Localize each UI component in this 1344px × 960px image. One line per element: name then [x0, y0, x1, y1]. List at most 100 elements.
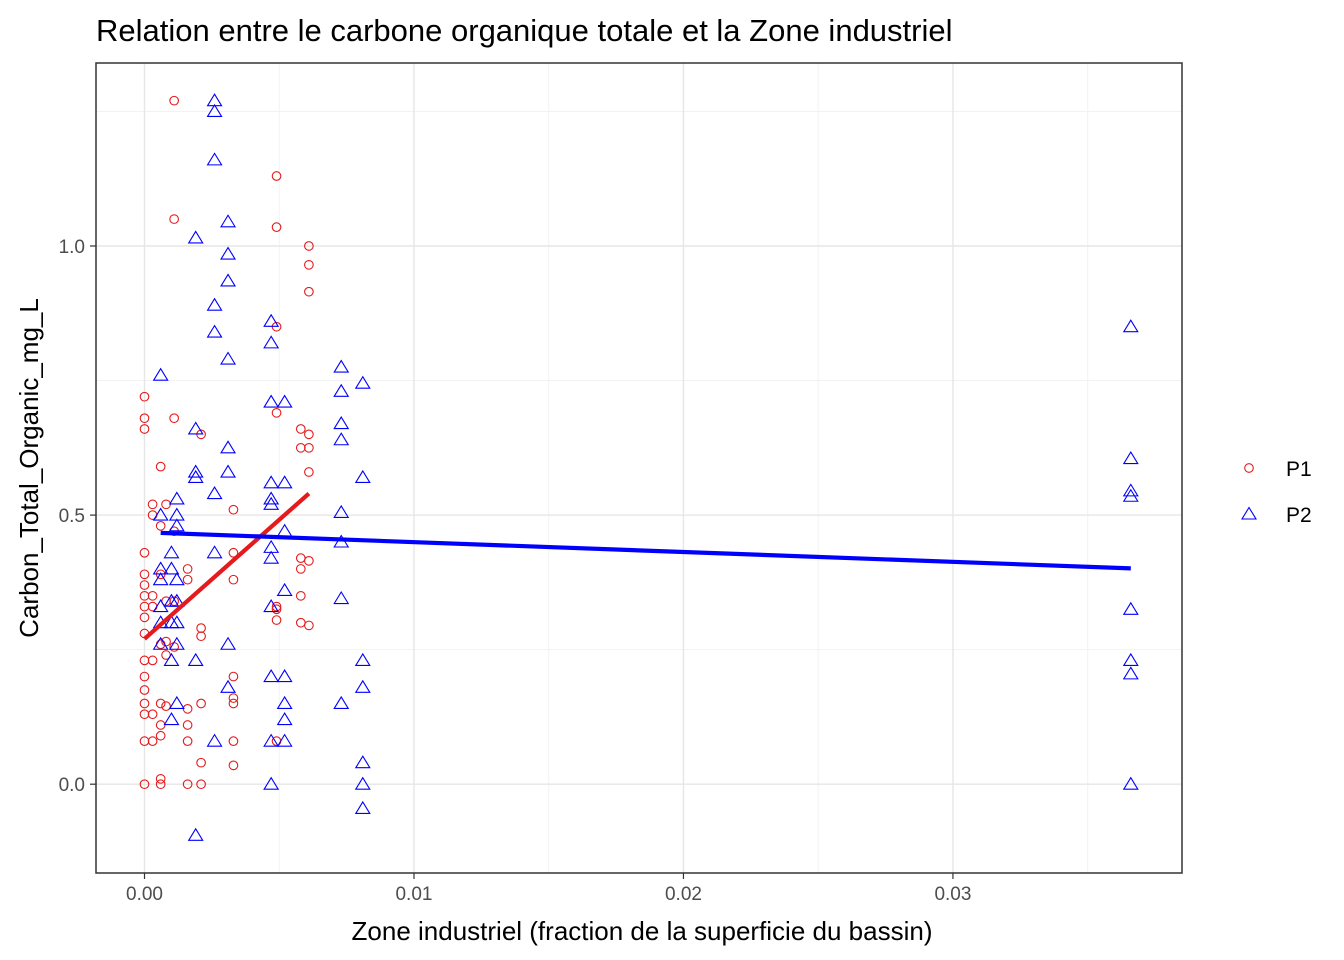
- legend-label-p2: P2: [1286, 504, 1312, 527]
- data-point-p2: [152, 367, 169, 381]
- data-point-p2: [187, 421, 204, 435]
- x-axis: 0.00 0.01 0.02 0.03: [126, 873, 971, 905]
- data-point-p1: [139, 671, 150, 682]
- data-point-p2: [1122, 319, 1139, 333]
- data-point-p2: [1122, 652, 1139, 666]
- data-point-p1: [139, 612, 150, 623]
- x-tick-label: 0.01: [395, 884, 432, 905]
- data-point-p2: [152, 572, 169, 586]
- data-point-p2: [1122, 601, 1139, 615]
- data-point-p1: [147, 590, 158, 601]
- data-point-p2: [187, 469, 204, 483]
- data-point-p2: [276, 394, 293, 408]
- data-point-p2: [187, 652, 204, 666]
- data-point-p1: [161, 701, 171, 712]
- data-point-p1: [155, 779, 166, 790]
- trend-line-p1: [143, 491, 311, 641]
- y-axis-title: Carbon_Total_Organic_mg_L: [14, 298, 44, 638]
- data-point-p2: [168, 572, 185, 586]
- trend-line-p2: [160, 530, 1131, 571]
- data-point-p2: [168, 491, 185, 505]
- data-point-p2: [263, 496, 280, 510]
- data-point-p1: [295, 442, 306, 453]
- data-point-p2: [1122, 488, 1139, 502]
- data-point-p2: [187, 827, 204, 841]
- data-point-p1: [228, 671, 239, 682]
- data-point-p2: [263, 599, 280, 613]
- data-point-p2: [220, 246, 237, 260]
- data-point-p2: [1122, 666, 1139, 680]
- data-point-p2: [187, 230, 204, 244]
- legend: P1 P2: [1241, 458, 1312, 527]
- data-point-p1: [182, 779, 193, 790]
- data-point-p1: [169, 95, 179, 106]
- data-point-p2: [206, 324, 223, 338]
- data-point-p1: [295, 617, 306, 628]
- data-point-p1: [139, 779, 150, 790]
- data-point-p2: [263, 335, 280, 349]
- data-point-p2: [163, 561, 180, 575]
- data-point-p1: [147, 499, 158, 510]
- data-point-p1: [304, 555, 314, 566]
- data-point-p2: [206, 152, 223, 166]
- data-point-p1: [169, 214, 179, 224]
- data-point-p2: [276, 475, 293, 489]
- series-p1: [139, 95, 314, 790]
- data-point-p2: [333, 504, 350, 518]
- data-point-p1: [295, 590, 306, 601]
- data-point-p1: [155, 639, 166, 650]
- data-point-p2: [220, 636, 237, 650]
- data-point-p2: [276, 695, 293, 710]
- data-point-p1: [271, 407, 282, 418]
- data-point-p2: [206, 297, 223, 311]
- y-axis: 0.0 0.5 1.0: [59, 237, 96, 796]
- x-axis-title: Zone industriel (fraction de la superfic…: [352, 916, 933, 946]
- data-point-p1: [271, 601, 282, 612]
- data-point-p2: [187, 464, 204, 478]
- data-point-p2: [163, 652, 180, 666]
- data-point-p1: [139, 424, 150, 434]
- data-point-p1: [304, 429, 314, 440]
- data-point-p1: [271, 604, 282, 615]
- data-point-p2: [152, 507, 169, 521]
- legend-item-p1: P1: [1244, 458, 1312, 481]
- grid-minor: [96, 63, 1182, 873]
- data-point-p2: [333, 416, 350, 430]
- data-point-p1: [169, 596, 179, 607]
- legend-key-p2: [1241, 506, 1257, 520]
- data-point-p2: [220, 273, 237, 287]
- data-point-p1: [228, 698, 239, 709]
- data-point-p1: [228, 760, 239, 771]
- data-point-p1: [139, 580, 150, 590]
- data-point-p2: [276, 668, 293, 683]
- y-tick-label: 0.0: [59, 775, 85, 796]
- data-point-p1: [147, 601, 158, 612]
- data-point-p2: [263, 550, 280, 564]
- data-point-p2: [168, 636, 185, 650]
- data-point-p1: [182, 720, 193, 730]
- data-point-p1: [304, 620, 314, 631]
- y-tick-label: 1.0: [59, 237, 85, 258]
- grid-major: [96, 63, 1182, 873]
- data-point-p2: [1122, 483, 1139, 497]
- data-point-p1: [295, 553, 306, 563]
- data-point-p2: [333, 383, 350, 397]
- data-point-p1: [304, 241, 314, 251]
- data-point-p1: [155, 521, 166, 531]
- data-point-p2: [220, 351, 237, 365]
- data-point-p2: [220, 679, 237, 693]
- data-point-p1: [155, 730, 166, 741]
- data-point-p1: [196, 757, 206, 768]
- data-point-p2: [163, 545, 180, 559]
- data-point-p2: [168, 615, 185, 629]
- data-point-p2: [168, 695, 185, 710]
- x-tick-label: 0.00: [126, 884, 163, 905]
- data-point-p1: [295, 424, 306, 434]
- data-point-p2: [220, 440, 237, 454]
- data-point-p1: [155, 773, 166, 784]
- data-point-p1: [228, 547, 239, 558]
- data-point-p1: [196, 698, 206, 709]
- data-point-p2: [220, 214, 237, 228]
- data-point-p2: [333, 695, 350, 710]
